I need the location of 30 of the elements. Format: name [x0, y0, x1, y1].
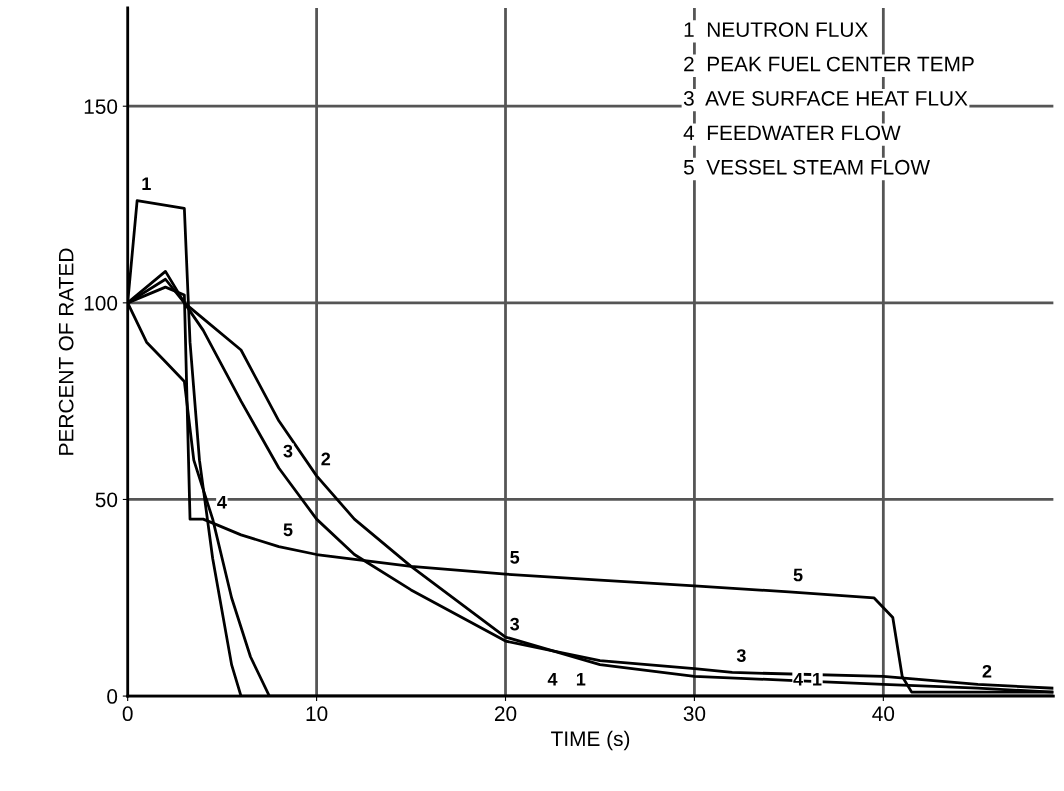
x-tick-label: 20 — [494, 706, 517, 722]
y-tick-label: 0 — [107, 689, 118, 704]
annotation: 5 — [283, 523, 293, 537]
annotation: 3 AVE SURFACE HEAT FLUX — [683, 91, 968, 106]
annotation: 2 — [982, 664, 992, 678]
x-tick-label: 40 — [872, 706, 895, 722]
annotation: 3 — [283, 444, 293, 458]
annotation: 4 — [547, 672, 558, 686]
annotation: 2 — [321, 452, 331, 466]
y-tick-label: 100 — [84, 295, 118, 311]
annotation: 3 — [736, 649, 746, 662]
annotation: 5 — [510, 551, 520, 564]
annotation: 5 VESSEL STEAM FLOW — [683, 159, 930, 175]
annotation: 1 NEUTRON FLUX — [684, 22, 868, 37]
annotation: 1 — [813, 672, 822, 686]
annotation: 1 — [576, 672, 586, 686]
annotation: 1 — [142, 177, 151, 190]
annotation: 3 — [510, 617, 520, 631]
x-tick-label: 0 — [122, 706, 133, 722]
x-tick-label: 10 — [306, 706, 328, 722]
annotation: 4 — [217, 496, 227, 509]
annotation: 4 FEEDWATER FLOW — [683, 125, 901, 141]
y-tick-label: 150 — [84, 99, 118, 114]
annotation: 5 — [793, 568, 803, 582]
x-tick-label: 30 — [683, 706, 706, 722]
annotation: 2 PEAK FUEL CENTER TEMP — [684, 56, 974, 72]
y-axis-title: PERCENT OF RATED — [58, 248, 74, 455]
x-axis-title: TIME (s) — [551, 730, 630, 751]
annotation: 4 — [793, 672, 803, 686]
y-tick-label: 50 — [95, 492, 118, 508]
